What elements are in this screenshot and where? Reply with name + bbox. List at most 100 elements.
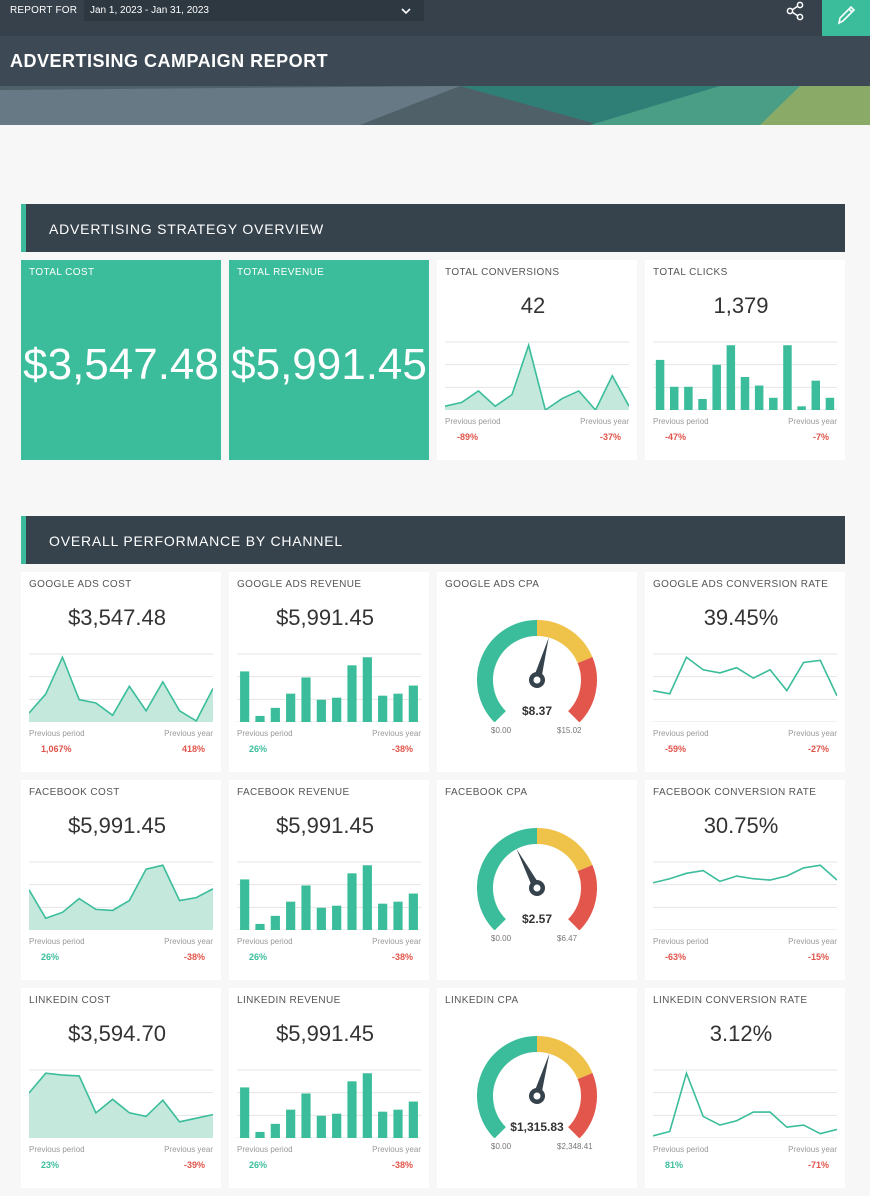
bar: [332, 1113, 342, 1138]
previous-year-label: Previous year: [372, 729, 421, 738]
previous-period-change: -47%: [665, 432, 687, 442]
bar: [378, 1111, 388, 1138]
bar: [332, 905, 342, 930]
card-title: FACEBOOK REVENUE: [237, 787, 350, 798]
card-value: 3.12%: [709, 1021, 773, 1046]
previous-year-change: -38%: [391, 952, 413, 962]
previous-year-change: -38%: [391, 744, 413, 754]
series-line: [29, 1072, 213, 1123]
gauge-hub-center: [533, 1092, 541, 1100]
previous-period-label: Previous period: [237, 729, 293, 738]
card-title: LINKEDIN REVENUE: [237, 995, 341, 1006]
gauge-value: $8.37: [521, 704, 553, 718]
gauge-value: $1,315.83: [510, 1120, 564, 1134]
area-fill: [29, 865, 213, 930]
card-value: 1,379: [713, 293, 769, 318]
mini-chart: [653, 1069, 837, 1138]
total-conversions-card: TOTAL CONVERSIONS 42 Previous period Pre…: [437, 260, 637, 460]
previous-period-change: -63%: [665, 952, 687, 962]
bar: [362, 1073, 372, 1138]
series-line: [653, 656, 837, 697]
gauge-max-label: $6.47: [557, 934, 578, 943]
card-title: FACEBOOK COST: [29, 787, 120, 798]
previous-period-label: Previous period: [653, 729, 709, 738]
previous-year-change: -71%: [807, 1160, 829, 1170]
card-value: 39.45%: [703, 605, 779, 630]
section-title: ADVERTISING STRATEGY OVERVIEW: [49, 221, 324, 237]
card-title: GOOGLE ADS CPA: [445, 579, 540, 590]
card-value: 42: [520, 293, 546, 318]
gauge-needle: [533, 637, 549, 682]
previous-year-change: -39%: [183, 1160, 205, 1170]
previous-year-change: 418%: [181, 744, 205, 754]
linkedin-conv-card: LINKEDIN CONVERSION RATE 3.12% Previous pe…: [645, 988, 845, 1188]
gauge-value: $2.57: [521, 912, 553, 926]
clicks-bar-chart: [653, 341, 837, 410]
bar: [316, 699, 326, 722]
chevron-down-icon: [401, 8, 411, 15]
bar: [270, 915, 280, 930]
bar: [240, 879, 250, 930]
bar: [255, 715, 265, 722]
mini-chart: [237, 1069, 421, 1138]
card-value: $5,991.45: [276, 605, 374, 630]
total-cost-value: $3,547.48: [23, 340, 219, 389]
bar: [408, 893, 418, 930]
previous-year-change: -15%: [807, 952, 829, 962]
bar: [301, 1093, 311, 1138]
bar: [783, 345, 792, 410]
previous-period-change: 26%: [41, 952, 60, 962]
previous-period-change: 26%: [249, 1160, 268, 1170]
previous-year-label: Previous year: [788, 937, 837, 946]
previous-period-label: Previous period: [237, 937, 293, 946]
card-title: TOTAL REVENUE: [237, 267, 325, 278]
previous-year-label: Previous year: [788, 1145, 837, 1154]
edit-button[interactable]: [822, 0, 870, 36]
pencil-icon: [837, 5, 856, 25]
previous-year-label: Previous year: [580, 417, 629, 426]
gauge-max-label: $15.02: [557, 726, 582, 735]
linkedin-revenue-card: LINKEDIN REVENUE $5,991.45 Previous period…: [229, 988, 429, 1188]
bar: [301, 677, 311, 722]
gauge-min-label: $0.00: [491, 934, 512, 943]
previous-period-change: -59%: [665, 744, 687, 754]
cpa-gauge: [477, 620, 597, 722]
previous-year-change: -27%: [807, 744, 829, 754]
bar: [669, 386, 679, 410]
previous-period-change: 26%: [249, 744, 268, 754]
total-clicks-card: TOTAL CLICKS 1,379 Previous period Previ…: [645, 260, 845, 460]
card-title: LINKEDIN COST: [29, 995, 111, 1006]
mini-chart: [237, 861, 421, 930]
series-line: [445, 342, 629, 410]
previous-period-label: Previous period: [653, 417, 709, 426]
gauge-segment: [567, 1073, 597, 1138]
previous-period-label: Previous period: [29, 729, 85, 738]
bar: [684, 386, 693, 410]
bar: [347, 1081, 357, 1138]
bar: [301, 885, 311, 930]
gauge-max-label: $2,348.41: [557, 1142, 593, 1151]
gauge-segment: [477, 620, 538, 722]
section-title: OVERALL PERFORMANCE BY CHANNEL: [49, 533, 343, 549]
bar: [240, 671, 250, 722]
card-value: $5,991.45: [276, 813, 374, 838]
card-title: GOOGLE ADS CONVERSION RATE: [653, 579, 829, 590]
previous-period-label: Previous period: [29, 937, 85, 946]
gauge-segment: [477, 1036, 538, 1138]
date-range-select[interactable]: Jan 1, 2023 - Jan 31, 2023: [84, 0, 424, 21]
card-title: GOOGLE ADS COST: [29, 579, 132, 590]
section-header-channel: OVERALL PERFORMANCE BY CHANNEL: [21, 516, 845, 564]
page-title: ADVERTISING CAMPAIGN REPORT: [10, 51, 329, 71]
facebook-cpa-card: FACEBOOK CPA $2.57 $0.00 $6.47: [437, 780, 637, 980]
facebook-cost-card: FACEBOOK COST $5,991.45 Previous period Pre…: [21, 780, 221, 980]
previous-year-label: Previous year: [372, 937, 421, 946]
previous-year-label: Previous year: [164, 729, 213, 738]
facebook-conv-card: FACEBOOK CONVERSION RATE 30.75% Previous p…: [645, 780, 845, 980]
share-icon[interactable]: [784, 0, 808, 24]
card-value: $5,991.45: [68, 813, 166, 838]
date-range-value: Jan 1, 2023 - Jan 31, 2023: [90, 5, 209, 16]
header-background-art: [0, 86, 870, 125]
gauge-needle: [516, 849, 541, 890]
previous-period-label: Previous period: [653, 1145, 709, 1154]
previous-period-label: Previous period: [653, 937, 709, 946]
